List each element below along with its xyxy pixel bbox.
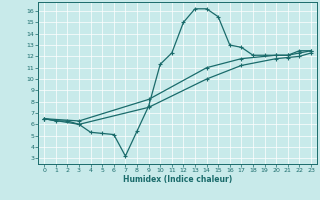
X-axis label: Humidex (Indice chaleur): Humidex (Indice chaleur) (123, 175, 232, 184)
